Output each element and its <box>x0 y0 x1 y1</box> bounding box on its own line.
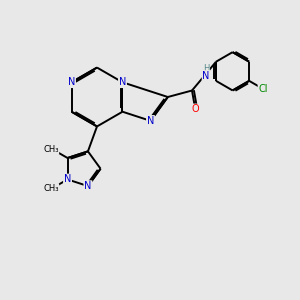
Text: CH₃: CH₃ <box>43 145 58 154</box>
Text: N: N <box>147 116 154 126</box>
Text: N: N <box>84 181 92 191</box>
Text: O: O <box>191 104 199 114</box>
Text: CH₃: CH₃ <box>43 184 58 193</box>
Text: H: H <box>203 64 209 73</box>
Text: N: N <box>64 174 71 184</box>
Text: N: N <box>202 71 210 81</box>
Text: N: N <box>119 77 126 87</box>
Text: Cl: Cl <box>258 84 268 94</box>
Text: N: N <box>68 77 75 87</box>
